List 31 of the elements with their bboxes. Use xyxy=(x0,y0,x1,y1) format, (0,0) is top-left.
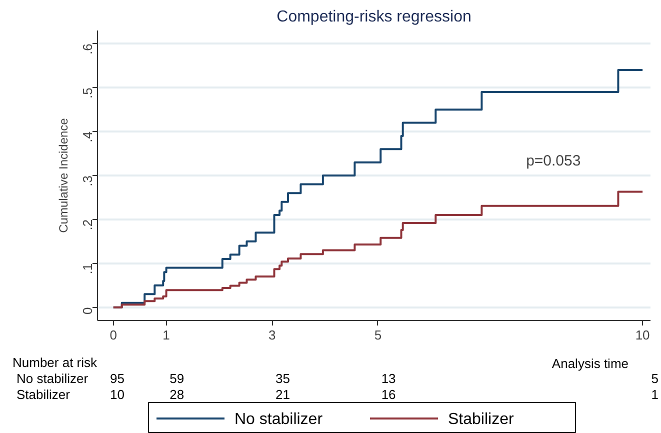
text: 28 xyxy=(170,387,184,402)
text: 35 xyxy=(275,371,290,386)
y-tick-label: .6 xyxy=(80,44,95,55)
text: 5 xyxy=(651,371,659,386)
y-tick-label: .4 xyxy=(80,132,95,142)
y-tick-label: .2 xyxy=(80,219,95,230)
text: Stabilizer xyxy=(16,387,71,402)
x-axis-title: Analysis time xyxy=(552,356,628,371)
legend-label: Stabilizer xyxy=(448,411,514,428)
y-tick-label: .1 xyxy=(80,263,95,274)
y-tick-label: .5 xyxy=(80,88,95,98)
annotation: p=0.053 xyxy=(526,152,581,170)
chart-title: Competing-risks regression xyxy=(276,8,472,26)
text: 13 xyxy=(381,371,396,386)
text: 10 xyxy=(110,387,125,402)
x-tick-label: 1 xyxy=(162,328,170,342)
x-tick-label: 5 xyxy=(374,328,382,342)
y-tick-label: .3 xyxy=(80,176,95,186)
x-tick-label: 0 xyxy=(110,328,117,342)
text: 21 xyxy=(275,387,290,402)
text: 1 xyxy=(651,387,659,402)
legend-label: No stabilizer xyxy=(234,411,324,428)
x-tick-label: 10 xyxy=(635,328,650,342)
text: 95 xyxy=(110,371,125,386)
text: 59 xyxy=(170,371,184,386)
x-tick-label: 3 xyxy=(268,328,276,342)
y-axis-title: Cumulative Incidence xyxy=(56,118,70,233)
y-tick-label: 0 xyxy=(80,307,95,315)
text: Number at risk xyxy=(12,355,98,370)
text: 16 xyxy=(381,387,396,402)
text: No stabilizer xyxy=(16,371,89,386)
